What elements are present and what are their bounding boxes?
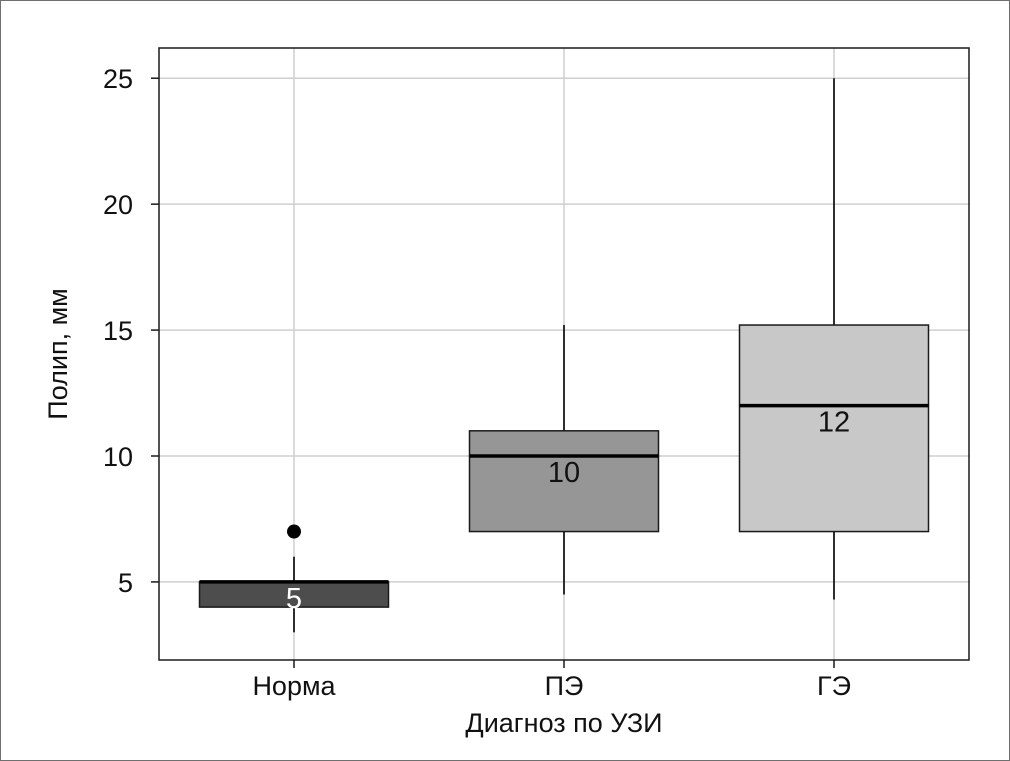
y-axis-ticks: 5 10 15 20 25 (103, 64, 159, 598)
y-tick-label: 20 (103, 190, 133, 220)
x-axis-label: Диагноз по УЗИ (465, 708, 662, 738)
box-1: 5 (198, 524, 390, 633)
box-body (468, 430, 660, 533)
x-tick-label: Норма (252, 671, 336, 701)
boxes: 5 10 12 (198, 78, 930, 633)
box-2: 10 (468, 325, 660, 595)
median-label: 12 (818, 407, 850, 439)
y-axis-label: Полип, мм (43, 288, 73, 419)
y-tick-label: 5 (118, 568, 133, 598)
x-axis-ticks: Норма ПЭ ГЭ (252, 660, 851, 701)
y-tick-label: 10 (103, 442, 133, 472)
y-tick-label: 15 (103, 316, 133, 346)
x-tick-label: ГЭ (817, 671, 851, 701)
outlier-point (287, 524, 301, 539)
median-label: 5 (286, 583, 302, 615)
y-tick-label: 25 (103, 64, 133, 94)
median-label: 10 (548, 457, 580, 489)
x-tick-label: ПЭ (545, 671, 584, 701)
box-3: 12 (738, 78, 930, 600)
box-body (738, 324, 930, 533)
